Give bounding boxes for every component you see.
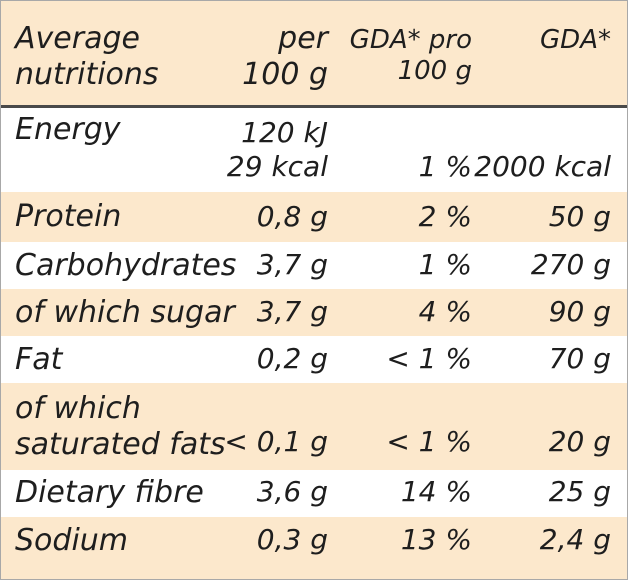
row-label-line1: Sodium xyxy=(15,523,129,558)
row-label-line2: saturated fats xyxy=(15,427,226,462)
row-gda-pro: 4 % xyxy=(341,295,472,329)
header-average-nutritions: Average nutritions xyxy=(15,21,245,93)
table-row: Sodium 0,3 g 13 % 2,4 g xyxy=(1,517,627,579)
row-per-100g: 3,7 g xyxy=(201,248,328,282)
row-gda-value: 2000 kcal xyxy=(474,150,611,183)
row-gda: 2000 kcal xyxy=(471,150,611,184)
row-per-100g-line1: 0,2 g xyxy=(256,342,328,375)
row-gda-value: 70 g xyxy=(548,342,611,375)
row-per-100g-line1: 0,8 g xyxy=(256,200,328,233)
row-gda-pro-value: 1 % xyxy=(418,248,472,281)
row-label-line1: Dietary fibre xyxy=(15,475,204,510)
row-label: Carbohydrates xyxy=(15,248,245,284)
row-gda-pro: < 1 % xyxy=(341,425,472,459)
row-gda-pro: < 1 % xyxy=(341,342,472,376)
table-row: Protein 0,8 g 2 % 50 g xyxy=(1,192,627,242)
row-per-100g: 120 kJ 29 kcal xyxy=(201,116,328,183)
row-gda: 2,4 g xyxy=(471,523,611,557)
header-col1-line1: per xyxy=(278,21,328,56)
row-label-line1: Carbohydrates xyxy=(15,248,237,283)
row-label-line1: of which xyxy=(15,391,141,426)
row-label: Energy xyxy=(15,112,245,148)
table-row: Dietary fibre 3,6 g 14 % 25 g xyxy=(1,470,627,517)
table-row: of which sugar 3,7 g 4 % 90 g xyxy=(1,289,627,336)
row-gda-pro-value: 14 % xyxy=(400,475,472,508)
header-col3-line1: GDA* xyxy=(540,25,611,55)
header-per-100g: per 100 g xyxy=(201,21,328,93)
row-gda-value: 50 g xyxy=(548,200,611,233)
row-label: Fat xyxy=(15,342,245,378)
row-gda-pro-value: 13 % xyxy=(400,523,472,556)
row-gda: 90 g xyxy=(471,295,611,329)
row-gda-pro: 1 % xyxy=(341,150,472,184)
row-gda-pro-value: 1 % xyxy=(418,150,472,183)
header-row: Average nutritions per 100 g GDA* pro 10… xyxy=(1,1,627,105)
header-col2-line1: GDA* pro xyxy=(349,25,472,55)
header-divider xyxy=(1,105,627,108)
row-gda-pro-value: < 1 % xyxy=(386,425,472,458)
row-gda-pro-value: 4 % xyxy=(418,295,472,328)
header-col1-line2: 100 g xyxy=(242,57,328,92)
row-per-100g: 0,2 g xyxy=(201,342,328,376)
row-label: of which saturated fats xyxy=(15,391,245,463)
row-gda: 20 g xyxy=(471,425,611,459)
row-per-100g: < 0,1 g xyxy=(201,425,328,459)
row-label-line1: Fat xyxy=(15,342,63,377)
row-gda-pro: 13 % xyxy=(341,523,472,557)
row-gda-value: 90 g xyxy=(548,295,611,328)
row-gda-value: 270 g xyxy=(530,248,611,281)
row-label: Protein xyxy=(15,199,245,235)
row-gda-value: 2,4 g xyxy=(539,523,611,556)
row-per-100g: 0,3 g xyxy=(201,523,328,557)
table-row: of which saturated fats < 0,1 g < 1 % 20… xyxy=(1,383,627,470)
row-gda: 50 g xyxy=(471,200,611,234)
row-gda-pro-value: 2 % xyxy=(418,200,472,233)
header-col2-line2: 100 g xyxy=(397,56,472,87)
row-per-100g-line1: 0,3 g xyxy=(256,523,328,556)
row-per-100g-line1: < 0,1 g xyxy=(224,425,328,458)
row-per-100g-line2: 29 kcal xyxy=(226,149,328,183)
row-per-100g: 0,8 g xyxy=(201,200,328,234)
row-label-line1: Protein xyxy=(15,199,122,234)
table-row: Carbohydrates 3,7 g 1 % 270 g xyxy=(1,242,627,289)
table-row: Fat 0,2 g < 1 % 70 g xyxy=(1,336,627,383)
row-gda-pro: 14 % xyxy=(341,475,472,509)
row-gda-pro: 1 % xyxy=(341,248,472,282)
row-label: Dietary fibre xyxy=(15,475,245,511)
row-per-100g-line1: 120 kJ xyxy=(241,116,328,149)
header-col0-line2: nutritions xyxy=(15,57,159,92)
row-label-line1: of which sugar xyxy=(15,295,235,330)
row-label: of which sugar xyxy=(15,295,245,331)
row-per-100g: 3,7 g xyxy=(201,295,328,329)
row-per-100g-line1: 3,6 g xyxy=(256,475,328,508)
row-gda-value: 20 g xyxy=(548,425,611,458)
row-gda: 25 g xyxy=(471,475,611,509)
row-per-100g-line1: 3,7 g xyxy=(256,248,328,281)
row-gda-pro: 2 % xyxy=(341,200,472,234)
row-label-line1: Energy xyxy=(15,112,121,147)
row-gda-pro-value: < 1 % xyxy=(386,342,472,375)
row-gda-value: 25 g xyxy=(548,475,611,508)
header-col0-line1: Average xyxy=(15,21,140,56)
header-gda-pro-100g: GDA* pro 100 g xyxy=(341,25,472,87)
row-per-100g-line1: 3,7 g xyxy=(256,295,328,328)
row-label: Sodium xyxy=(15,523,245,559)
row-per-100g: 3,6 g xyxy=(201,475,328,509)
header-gda: GDA* xyxy=(471,25,611,56)
table-row: Energy 120 kJ 29 kcal 1 % 2000 kcal xyxy=(1,108,627,192)
row-gda: 70 g xyxy=(471,342,611,376)
row-gda: 270 g xyxy=(471,248,611,282)
